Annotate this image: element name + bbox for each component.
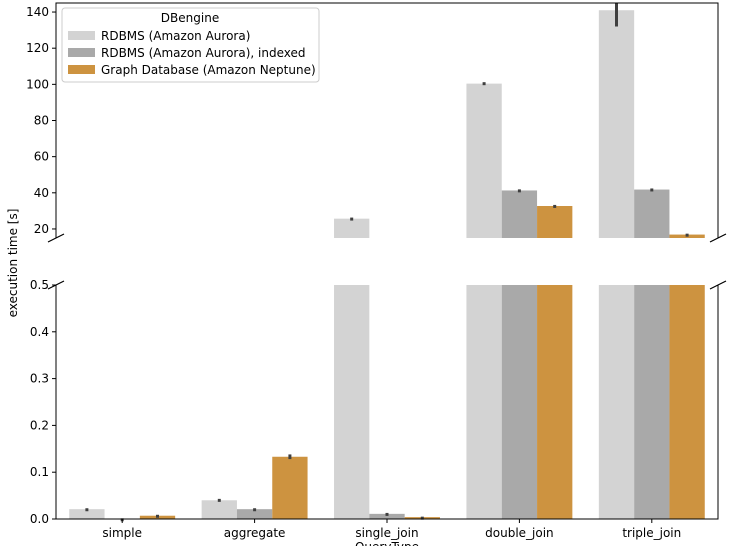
text-layer: 20 40 60 80 100 120 140 0.0 0.1 0.2 0.3 0.4 0.5 simpl… [6, 5, 681, 546]
lower-y-tick-label: 0.5 [30, 278, 49, 292]
bar-lower-double_join-s0 [466, 285, 502, 519]
legend-swatch-2 [68, 65, 95, 74]
bar-lower-aggregate-s1 [236, 509, 273, 519]
bar-upper-single_join-s0 [334, 218, 370, 238]
legend-title: DBengine [161, 11, 219, 25]
legend-box [61, 7, 320, 83]
x-axis-title: QueryType [355, 540, 419, 546]
upper-y-tick-label: 20 [34, 222, 49, 236]
lower-y-tick-label: 0.4 [30, 325, 49, 339]
lower-y-tick-label: 0.1 [30, 465, 49, 479]
bar-lower-double_join-s2 [537, 285, 573, 519]
bar-lower-aggregate-s2 [272, 456, 308, 519]
bars-layer [69, 3, 705, 522]
bar-lower-simple-s0 [69, 509, 105, 519]
legend-swatch-0 [68, 31, 95, 40]
bar-upper-triple_join-s1 [634, 189, 670, 238]
legend-label-0: RDBMS (Amazon Aurora) [101, 29, 250, 43]
upper-y-tick-label: 140 [26, 5, 49, 19]
x-tick-label-double_join: double_join [485, 526, 554, 540]
lower-y-tick-label: 0.0 [30, 512, 49, 526]
upper-y-tick-label: 60 [34, 150, 49, 164]
y-axis-title: execution time [s] [6, 209, 20, 318]
axis-break-mark [709, 233, 727, 243]
x-tick-label-aggregate: aggregate [224, 526, 286, 540]
bar-lower-triple_join-s2 [669, 285, 705, 519]
bar-lower-aggregate-s0 [201, 500, 237, 519]
bar-lower-double_join-s1 [501, 285, 538, 519]
bar-lower-single_join-s0 [334, 285, 370, 519]
x-tick-label-single_join: single_join [355, 526, 418, 540]
bar-lower-triple_join-s0 [598, 285, 635, 519]
axes-layer [47, 2, 727, 523]
bar-upper-triple_join-s0 [598, 10, 635, 238]
x-tick-label-simple: simple [102, 526, 142, 540]
legend: DBengine RDBMS (Amazon Aurora) RDBMS (Amaz… [61, 7, 320, 83]
x-tick-label-triple_join: triple_join [622, 526, 681, 540]
upper-y-tick-label: 100 [26, 77, 49, 91]
bar-lower-triple_join-s1 [634, 285, 670, 519]
bar-upper-double_join-s2 [537, 206, 573, 238]
upper-y-tick-label: 120 [26, 41, 49, 55]
axis-break-mark [709, 280, 727, 290]
bar-upper-double_join-s1 [501, 190, 538, 238]
bar-lower-single_join-s1 [369, 513, 405, 519]
legend-label-2: Graph Database (Amazon Neptune) [101, 63, 316, 77]
upper-y-tick-label: 80 [34, 114, 49, 128]
bar-upper-double_join-s0 [466, 83, 502, 238]
upper-y-tick-label: 40 [34, 186, 49, 200]
axis-break-mark [47, 233, 65, 243]
legend-swatch-1 [68, 48, 95, 57]
lower-y-tick-label: 0.3 [30, 372, 49, 386]
lower-y-tick-label: 0.2 [30, 418, 49, 432]
legend-label-1: RDBMS (Amazon Aurora), indexed [101, 46, 305, 60]
